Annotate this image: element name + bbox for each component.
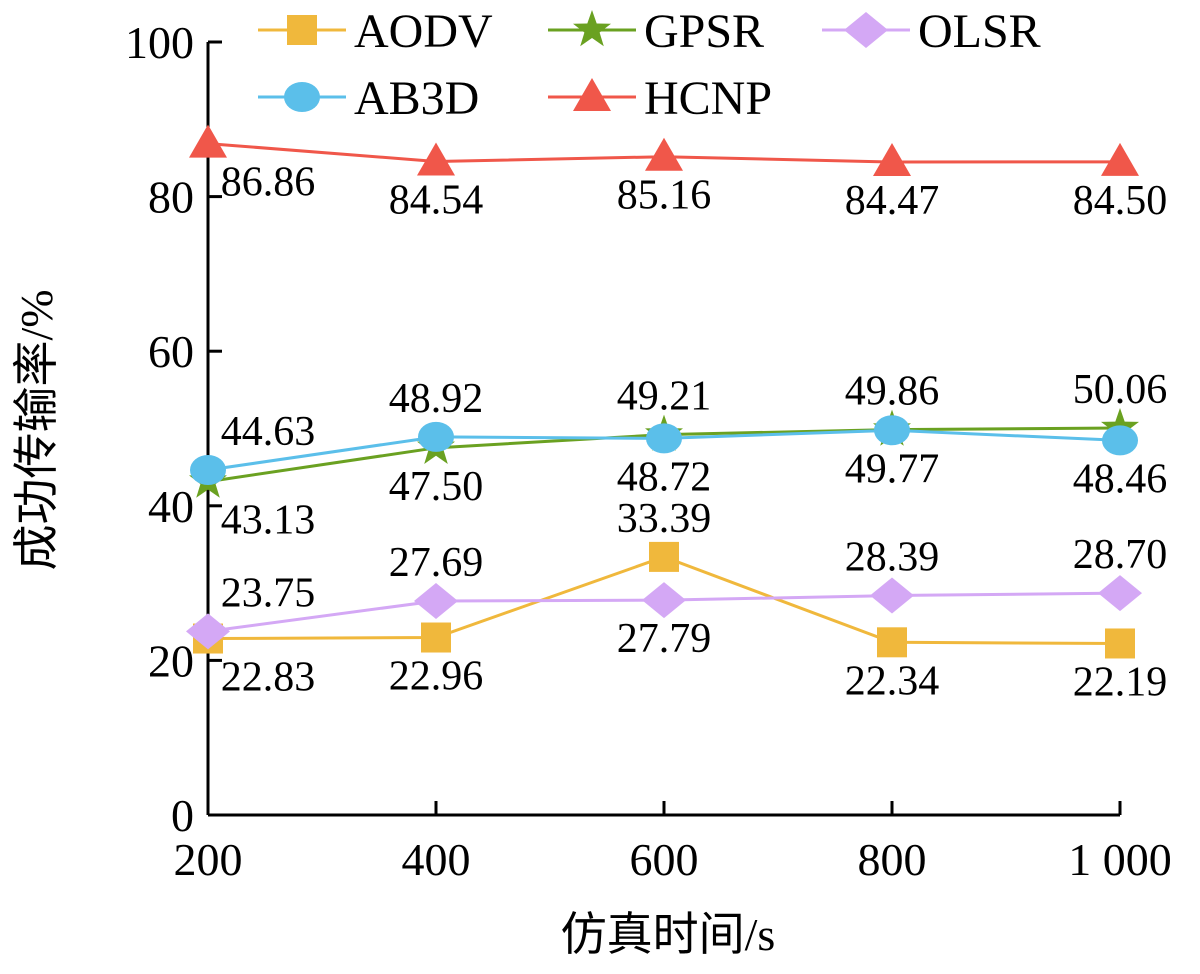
data-label: 43.13 xyxy=(221,498,316,544)
data-label: 27.69 xyxy=(389,540,484,586)
circle-marker xyxy=(874,415,910,446)
circle-marker xyxy=(1102,425,1138,456)
triangle-marker xyxy=(1101,142,1139,176)
legend-label: HCNP xyxy=(644,72,772,125)
data-label: 49.77 xyxy=(845,446,940,492)
diamond-marker xyxy=(1098,575,1142,612)
diamond-marker xyxy=(844,12,888,48)
data-label: 27.79 xyxy=(617,616,712,662)
legend-item-hcnp: HCNP xyxy=(548,72,772,125)
diamond-marker xyxy=(414,582,458,619)
data-label: 44.63 xyxy=(221,409,316,455)
square-marker xyxy=(1105,628,1135,659)
data-label: 28.70 xyxy=(1073,532,1168,578)
data-label: 33.39 xyxy=(617,496,712,542)
diamond-marker xyxy=(186,613,230,650)
circle-marker xyxy=(646,423,682,454)
circle-marker xyxy=(284,82,320,112)
legend-item-olsr: OLSR xyxy=(822,5,1041,58)
square-marker xyxy=(287,15,317,45)
data-label: 50.06 xyxy=(1073,367,1168,413)
data-label: 86.86 xyxy=(221,160,316,206)
data-label: 28.39 xyxy=(845,535,940,581)
x-tick-label: 600 xyxy=(630,834,699,885)
x-axis-label: 仿真时间/s xyxy=(561,909,776,960)
triangle-marker xyxy=(417,142,455,176)
data-label: 49.21 xyxy=(617,374,712,420)
triangle-marker xyxy=(573,78,611,111)
triangle-marker xyxy=(189,124,227,158)
y-tick-label: 20 xyxy=(148,635,194,686)
data-label: 22.19 xyxy=(1073,659,1168,705)
y-tick-label: 80 xyxy=(148,172,194,223)
data-label: 23.75 xyxy=(221,570,316,616)
y-tick-label: 100 xyxy=(125,17,194,68)
legend-label: OLSR xyxy=(918,5,1041,58)
x-tick-label: 400 xyxy=(402,834,471,885)
square-marker xyxy=(649,541,679,572)
data-label: 49.86 xyxy=(845,369,940,415)
square-marker xyxy=(421,622,451,653)
axes: 0 20 40 60 80 100 200 400 600 800 1 000 xyxy=(125,17,1172,885)
star-marker xyxy=(573,10,611,47)
data-label: 22.34 xyxy=(845,658,940,704)
data-label: 47.50 xyxy=(389,464,484,510)
data-label: 48.92 xyxy=(389,376,484,422)
legend-label: AB3D xyxy=(354,72,479,125)
legend-label: AODV xyxy=(354,5,493,58)
triangle-marker xyxy=(645,137,683,171)
y-tick-label: 40 xyxy=(148,481,194,532)
diamond-marker xyxy=(870,577,914,614)
series-lines xyxy=(186,124,1142,659)
data-label: 85.16 xyxy=(617,173,712,219)
x-tick-label: 200 xyxy=(174,834,243,885)
data-label: 84.47 xyxy=(845,178,940,224)
square-marker xyxy=(877,627,907,658)
legend: AODV GPSR OLSR AB3D HCNP xyxy=(258,5,1041,125)
circle-marker xyxy=(418,421,454,452)
x-tick-label: 800 xyxy=(858,834,927,885)
circle-marker xyxy=(190,455,226,486)
y-tick-label: 60 xyxy=(148,326,194,377)
diamond-marker xyxy=(642,582,686,619)
legend-item-aodv: AODV xyxy=(258,5,493,58)
legend-item-ab3d: AB3D xyxy=(258,72,479,125)
data-label: 48.46 xyxy=(1073,456,1168,502)
data-label: 22.83 xyxy=(221,655,316,701)
legend-label: GPSR xyxy=(644,5,764,58)
data-label: 84.54 xyxy=(389,178,484,224)
data-label: 48.72 xyxy=(617,454,712,500)
y-axis-label: 成功传输率/% xyxy=(11,289,62,570)
legend-item-gpsr: GPSR xyxy=(548,5,764,58)
data-labels: 22.83 22.96 33.39 22.34 22.19 23.75 27.69 27.79… xyxy=(221,160,1168,706)
x-tick-label: 1 000 xyxy=(1068,834,1172,885)
data-label: 22.96 xyxy=(389,654,484,700)
data-label: 84.50 xyxy=(1073,178,1168,224)
triangle-marker xyxy=(873,143,911,177)
y-tick-label: 0 xyxy=(171,790,194,841)
